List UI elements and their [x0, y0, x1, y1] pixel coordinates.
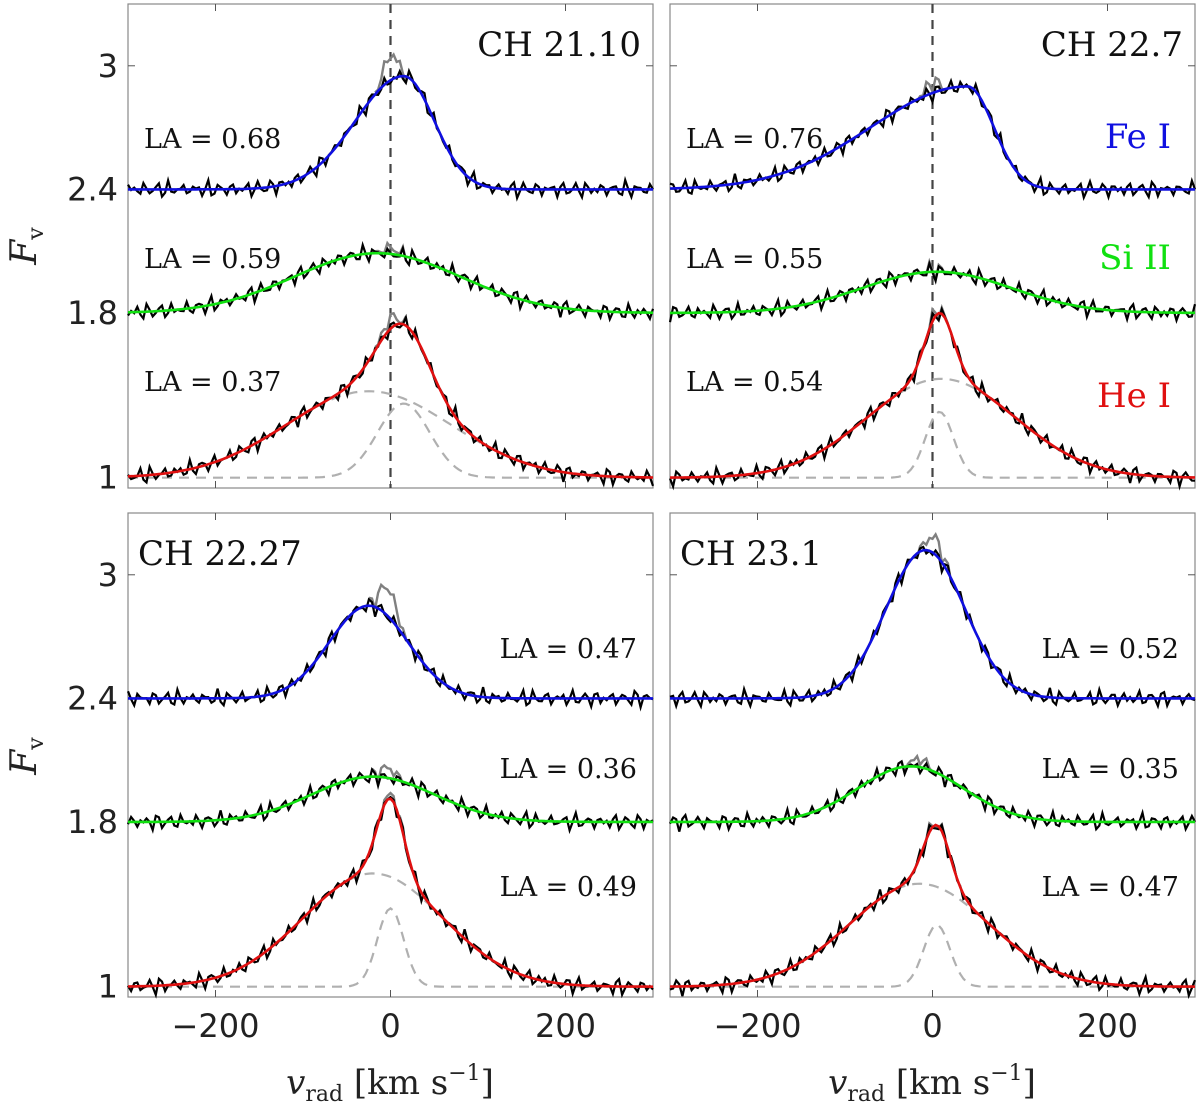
fit-profile-he	[127, 322, 654, 479]
y-title-sub: v	[24, 737, 49, 751]
y-axis-title: Fv	[4, 737, 49, 776]
la-label-fe: LA = 0.76	[686, 124, 823, 155]
x-tick-label: 0	[380, 1007, 400, 1045]
fit-profile-fe	[128, 74, 653, 191]
y-tick-label: 3	[98, 47, 118, 85]
la-label-si: LA = 0.35	[1042, 754, 1179, 785]
y-title-sub: v	[24, 227, 49, 241]
x-axis-title: vrad [km s−1]	[286, 1061, 494, 1107]
panel-3: −200 0 200 1 1.8 2.4 3 LA = 0.47 LA = 0.36 LA = 0…	[67, 512, 654, 1045]
observed-profile-fe	[126, 597, 654, 712]
panel-2: LA = 0.76 LA = 0.55 LA = 0.54 CH 22.7 Fe I Si…	[668, 3, 1197, 491]
x-title-unit: [km s	[885, 1063, 990, 1103]
x-title-var: v	[828, 1063, 847, 1103]
gaussian-component-he	[670, 410, 1195, 479]
la-label-si: LA = 0.55	[686, 244, 823, 275]
la-label-fe: LA = 0.52	[1042, 634, 1179, 665]
x-title-unit: [km s	[343, 1063, 448, 1103]
x-title-exp: −1	[448, 1061, 480, 1086]
observed-profile-fe	[669, 545, 1196, 710]
fit-profile-he	[670, 311, 1195, 479]
panel-title: CH 23.1	[680, 534, 822, 574]
fit-profile-he	[127, 797, 653, 988]
fit-profile-si	[128, 775, 653, 824]
la-label-he: LA = 0.37	[144, 367, 281, 398]
y-tick-label: 1.8	[67, 294, 118, 332]
y-axis-title: Fv	[4, 227, 49, 266]
legend-fe: Fe I	[1105, 117, 1171, 157]
fit-profile-fe	[128, 604, 653, 700]
la-label-fe: LA = 0.47	[500, 634, 637, 665]
legend-si: Si II	[1099, 238, 1171, 278]
x-tick-label: 200	[1077, 1007, 1138, 1045]
y-tick-label: 1.8	[67, 803, 118, 841]
y-tick-label: 2.4	[67, 679, 118, 717]
panel-1: 1 1.8 2.4 3 LA = 0.68 LA = 0.59 LA = 0.37 CH 21…	[67, 3, 655, 497]
masked-core-fe	[374, 52, 408, 94]
x-title-sub: rad	[305, 1082, 343, 1107]
la-label-he: LA = 0.54	[686, 367, 823, 398]
legend-he: He I	[1097, 376, 1171, 416]
x-axis-titles: vrad [km s−1] vrad [km s−1]	[286, 1061, 1036, 1107]
y-tick-label: 3	[98, 556, 118, 594]
x-title-close: ]	[1023, 1063, 1036, 1103]
y-title-main: F	[4, 238, 45, 266]
panel-title: CH 22.7	[1041, 25, 1183, 65]
la-label-he: LA = 0.49	[500, 872, 637, 903]
panel-title: CH 22.27	[138, 534, 302, 574]
fit-profile-si	[670, 764, 1195, 824]
fit-profile-he	[670, 823, 1196, 988]
la-label-si: LA = 0.36	[500, 754, 637, 785]
x-title-sub: rad	[847, 1082, 885, 1107]
y-tick-label: 2.4	[67, 170, 118, 208]
gaussian-component-he	[128, 907, 653, 988]
fit-profile-fe	[670, 548, 1195, 700]
x-tick-label: 0	[922, 1007, 942, 1045]
fit-profile-si	[670, 270, 1195, 315]
fit-profile-si	[127, 251, 653, 314]
la-label-si: LA = 0.59	[144, 244, 281, 275]
y-title-main: F	[4, 748, 45, 776]
panel-4: −200 0 200 LA = 0.52 LA = 0.35 LA = 0.47 CH 23…	[669, 512, 1197, 1045]
y-tick-label: 1	[98, 459, 118, 497]
x-title-var: v	[286, 1063, 305, 1103]
la-label-fe: LA = 0.68	[144, 124, 281, 155]
gaussian-component-he	[128, 402, 653, 479]
x-tick-label: −200	[714, 1007, 802, 1045]
observed-profile-he	[669, 822, 1197, 1000]
x-axis-title: vrad [km s−1]	[828, 1061, 1036, 1107]
masked-core-fe	[368, 582, 408, 639]
x-tick-label: −200	[172, 1007, 260, 1045]
x-tick-label: 200	[535, 1007, 596, 1045]
x-title-exp: −1	[990, 1061, 1022, 1086]
la-label-he: LA = 0.47	[1042, 872, 1179, 903]
masked-core-fe	[915, 531, 953, 581]
panel-title: CH 21.10	[477, 25, 641, 65]
y-tick-label: 1	[98, 968, 118, 1006]
x-title-close: ]	[481, 1063, 494, 1103]
fit-profile-fe	[669, 85, 1195, 191]
gaussian-component-he	[670, 924, 1195, 988]
